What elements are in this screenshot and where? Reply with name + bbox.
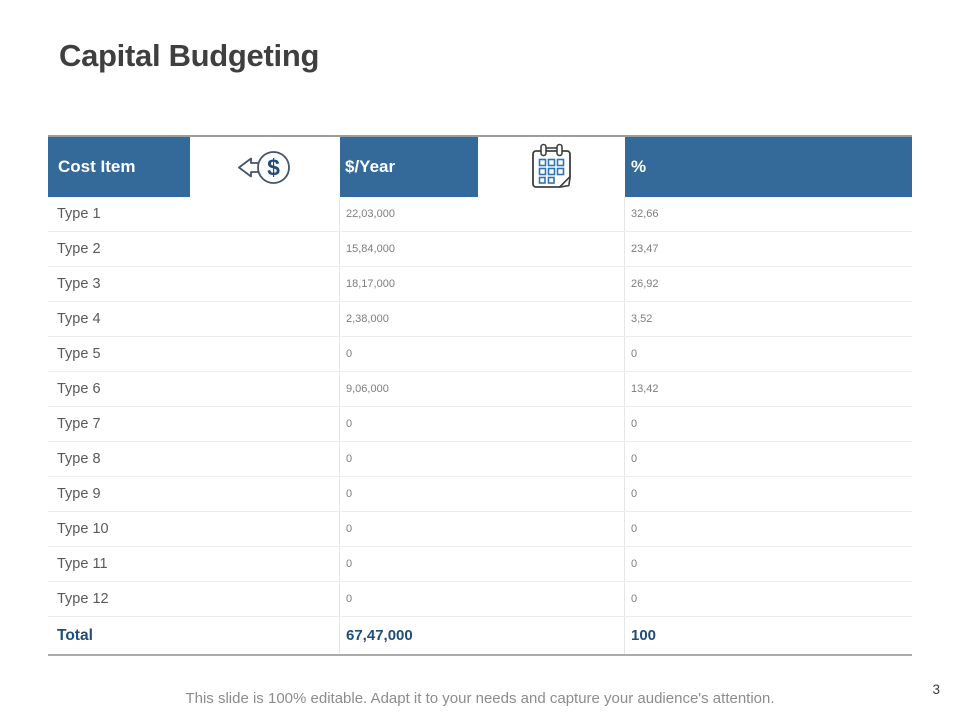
total-label: Total	[57, 626, 93, 644]
table-row: Type 10 0 0	[48, 512, 912, 547]
cost-item-label: Type 11	[57, 556, 108, 572]
table-row: Type 7 0 0	[48, 407, 912, 442]
cost-item-label: Type 12	[57, 591, 109, 607]
table-header-row: Cost Item $ $/Year	[48, 137, 912, 197]
table-row: Type 9 0 0	[48, 477, 912, 512]
cost-item-label: Type 6	[57, 381, 101, 397]
per-year-value: 0	[339, 407, 624, 441]
header-dollar-icon-cell: $	[192, 137, 338, 197]
table-row: Type 11 0 0	[48, 547, 912, 582]
percent-value: 32,66	[624, 197, 912, 231]
page-title: Capital Budgeting	[59, 38, 320, 73]
table-row: Type 2 15,84,000 23,47	[48, 232, 912, 267]
calendar-icon	[531, 143, 571, 189]
cost-item-label: Type 2	[57, 241, 101, 257]
table-row: Type 1 22,03,000 32,66	[48, 197, 912, 232]
percent-value: 23,47	[624, 232, 912, 266]
svg-text:$: $	[267, 154, 280, 180]
cost-item-label: Type 7	[57, 416, 101, 432]
footer-note: This slide is 100% editable. Adapt it to…	[185, 690, 775, 707]
per-year-value: 2,38,000	[339, 302, 624, 336]
total-row: Total 67,47,000 100	[48, 617, 912, 654]
per-year-value: 0	[339, 442, 624, 476]
percent-value: 13,42	[624, 372, 912, 406]
page-number: 3	[932, 682, 940, 697]
cost-item-label: Type 3	[57, 276, 101, 292]
table-row: Type 4 2,38,000 3,52	[48, 302, 912, 337]
cost-table: Cost Item $ $/Year	[48, 135, 912, 656]
table-row: Type 5 0 0	[48, 337, 912, 372]
table-row: Type 6 9,06,000 13,42	[48, 372, 912, 407]
per-year-value: 9,06,000	[339, 372, 624, 406]
per-year-value: 22,03,000	[339, 197, 624, 231]
percent-value: 0	[624, 547, 912, 581]
cost-item-label: Type 8	[57, 451, 101, 467]
percent-value: 0	[624, 582, 912, 616]
dollar-arrow-icon: $	[238, 150, 290, 184]
cost-item-label: Type 10	[57, 521, 109, 537]
header-per-year: $/Year	[340, 137, 478, 197]
cost-item-label: Type 9	[57, 486, 101, 502]
percent-value: 0	[624, 337, 912, 371]
total-per-year-value: 67,47,000	[339, 617, 624, 654]
per-year-value: 18,17,000	[339, 267, 624, 301]
percent-value: 0	[624, 442, 912, 476]
cost-item-label: Type 4	[57, 311, 101, 327]
table-row: Type 12 0 0	[48, 582, 912, 617]
per-year-value: 0	[339, 547, 624, 581]
header-calendar-icon-cell	[480, 137, 623, 197]
table-row: Type 3 18,17,000 26,92	[48, 267, 912, 302]
cost-item-label: Type 1	[57, 206, 101, 222]
per-year-value: 0	[339, 337, 624, 371]
percent-value: 3,52	[624, 302, 912, 336]
per-year-value: 15,84,000	[339, 232, 624, 266]
header-percent: %	[625, 137, 912, 197]
per-year-value: 0	[339, 582, 624, 616]
table-body: Type 1 22,03,000 32,66 Type 2 15,84,000 …	[48, 197, 912, 617]
cost-item-label: Type 5	[57, 346, 101, 362]
header-cost-item: Cost Item	[48, 137, 190, 197]
table-row: Type 8 0 0	[48, 442, 912, 477]
per-year-value: 0	[339, 512, 624, 546]
percent-value: 0	[624, 407, 912, 441]
per-year-value: 0	[339, 477, 624, 511]
percent-value: 0	[624, 477, 912, 511]
total-percent-value: 100	[624, 617, 912, 654]
percent-value: 26,92	[624, 267, 912, 301]
percent-value: 0	[624, 512, 912, 546]
